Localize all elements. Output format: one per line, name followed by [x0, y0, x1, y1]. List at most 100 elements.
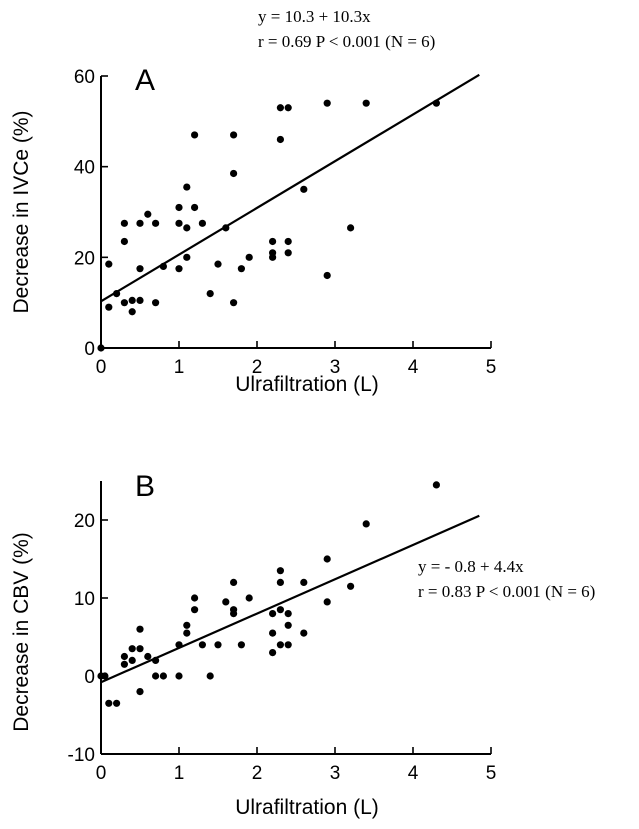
panel-a-equation: y = 10.3 + 10.3x	[258, 7, 371, 26]
data-point	[230, 131, 238, 139]
data-point	[198, 641, 206, 649]
data-point	[136, 645, 144, 653]
data-point	[362, 99, 370, 107]
data-point	[198, 219, 206, 227]
data-point	[175, 265, 183, 273]
data-point	[120, 219, 128, 227]
panel-b-statistics: r = 0.83 P < 0.001 (N = 6)	[418, 582, 595, 601]
panel-b-x-axis-title: Ulrafiltration (L)	[235, 796, 379, 819]
data-point	[113, 699, 121, 707]
data-point	[191, 606, 199, 614]
y-tick-label: 60	[74, 67, 95, 88]
x-tick-label: 2	[252, 763, 263, 784]
panel-a-data-points	[97, 99, 440, 352]
data-point	[284, 621, 292, 629]
data-point	[159, 262, 167, 270]
data-point	[269, 237, 277, 246]
x-tick-label: 2	[252, 357, 263, 378]
data-point	[152, 219, 160, 227]
data-point	[222, 224, 230, 232]
panel-a-y-axis-title: Decrease in IVCe (%)	[10, 110, 33, 313]
x-tick-label: 3	[330, 357, 341, 378]
data-point	[237, 641, 245, 649]
panel-b-x-ticks: 0 1 2 3 4 5	[96, 747, 496, 784]
data-point	[323, 598, 331, 606]
data-point	[136, 219, 144, 227]
data-point	[206, 290, 214, 298]
data-point	[144, 652, 152, 661]
data-point	[432, 481, 440, 489]
panel-b-equation: y = - 0.8 + 4.4x	[418, 557, 524, 576]
data-point	[191, 594, 199, 602]
data-point	[269, 253, 277, 261]
data-point	[230, 610, 238, 618]
panel-b-y-axis-title: Decrease in CBV (%)	[10, 532, 33, 732]
data-point	[105, 260, 113, 268]
data-point	[269, 610, 277, 618]
data-point	[120, 652, 128, 661]
data-point	[136, 625, 144, 633]
data-point	[175, 219, 183, 227]
data-point	[245, 594, 253, 602]
x-tick-label: 4	[408, 763, 419, 784]
data-point	[276, 567, 284, 575]
data-point	[323, 555, 331, 563]
data-point	[97, 344, 105, 352]
data-point	[362, 520, 370, 528]
x-tick-label: 0	[96, 357, 107, 378]
panel-a-scatter-chart: y = 10.3 + 10.3x r = 0.69 P < 0.001 (N =…	[10, 7, 496, 396]
data-point	[206, 672, 214, 680]
data-point	[152, 672, 160, 680]
data-point	[284, 610, 292, 618]
data-point	[284, 249, 292, 257]
y-tick-label: 0	[84, 667, 95, 688]
data-point	[323, 271, 331, 280]
y-tick-label: 20	[74, 511, 95, 532]
data-point	[120, 237, 128, 246]
panel-b-y-ticks: -10 0 10 20	[68, 511, 108, 766]
data-point	[120, 660, 128, 668]
y-tick-label: -10	[68, 745, 95, 766]
data-point	[276, 104, 284, 112]
data-point	[284, 104, 292, 112]
data-point	[269, 649, 277, 657]
data-point	[230, 299, 238, 307]
data-point	[175, 203, 183, 212]
data-point	[191, 203, 199, 212]
data-point	[432, 99, 440, 107]
panel-a-statistics: r = 0.69 P < 0.001 (N = 6)	[258, 32, 435, 51]
data-point	[183, 224, 191, 232]
data-point	[128, 656, 136, 665]
data-point	[191, 131, 199, 139]
data-point	[276, 135, 284, 144]
x-tick-label: 5	[486, 357, 497, 378]
data-point	[300, 185, 308, 193]
data-point	[136, 688, 144, 696]
data-point	[276, 641, 284, 649]
panel-b-scatter-chart: B y = - 0.8 + 4.4x r = 0.83 P < 0.001 (N…	[10, 470, 595, 819]
x-tick-label: 0	[96, 763, 107, 784]
data-point	[105, 699, 113, 707]
data-point	[159, 672, 167, 680]
data-point	[323, 99, 331, 107]
x-tick-label: 1	[174, 357, 185, 378]
data-point	[276, 578, 284, 587]
y-tick-label: 10	[74, 589, 95, 610]
data-point	[214, 260, 222, 268]
data-point	[237, 265, 245, 273]
panel-a-y-ticks: 0 20 40 60	[74, 67, 108, 360]
data-point	[175, 641, 183, 649]
data-point	[113, 290, 121, 298]
data-point	[347, 224, 355, 232]
x-tick-label: 4	[408, 357, 419, 378]
data-point	[284, 237, 292, 246]
data-point	[230, 578, 238, 587]
data-point	[276, 606, 284, 614]
data-point	[152, 656, 160, 665]
data-point	[128, 296, 136, 304]
data-point	[105, 303, 113, 311]
data-point	[183, 629, 191, 637]
data-point	[183, 253, 191, 261]
data-point	[284, 641, 292, 649]
